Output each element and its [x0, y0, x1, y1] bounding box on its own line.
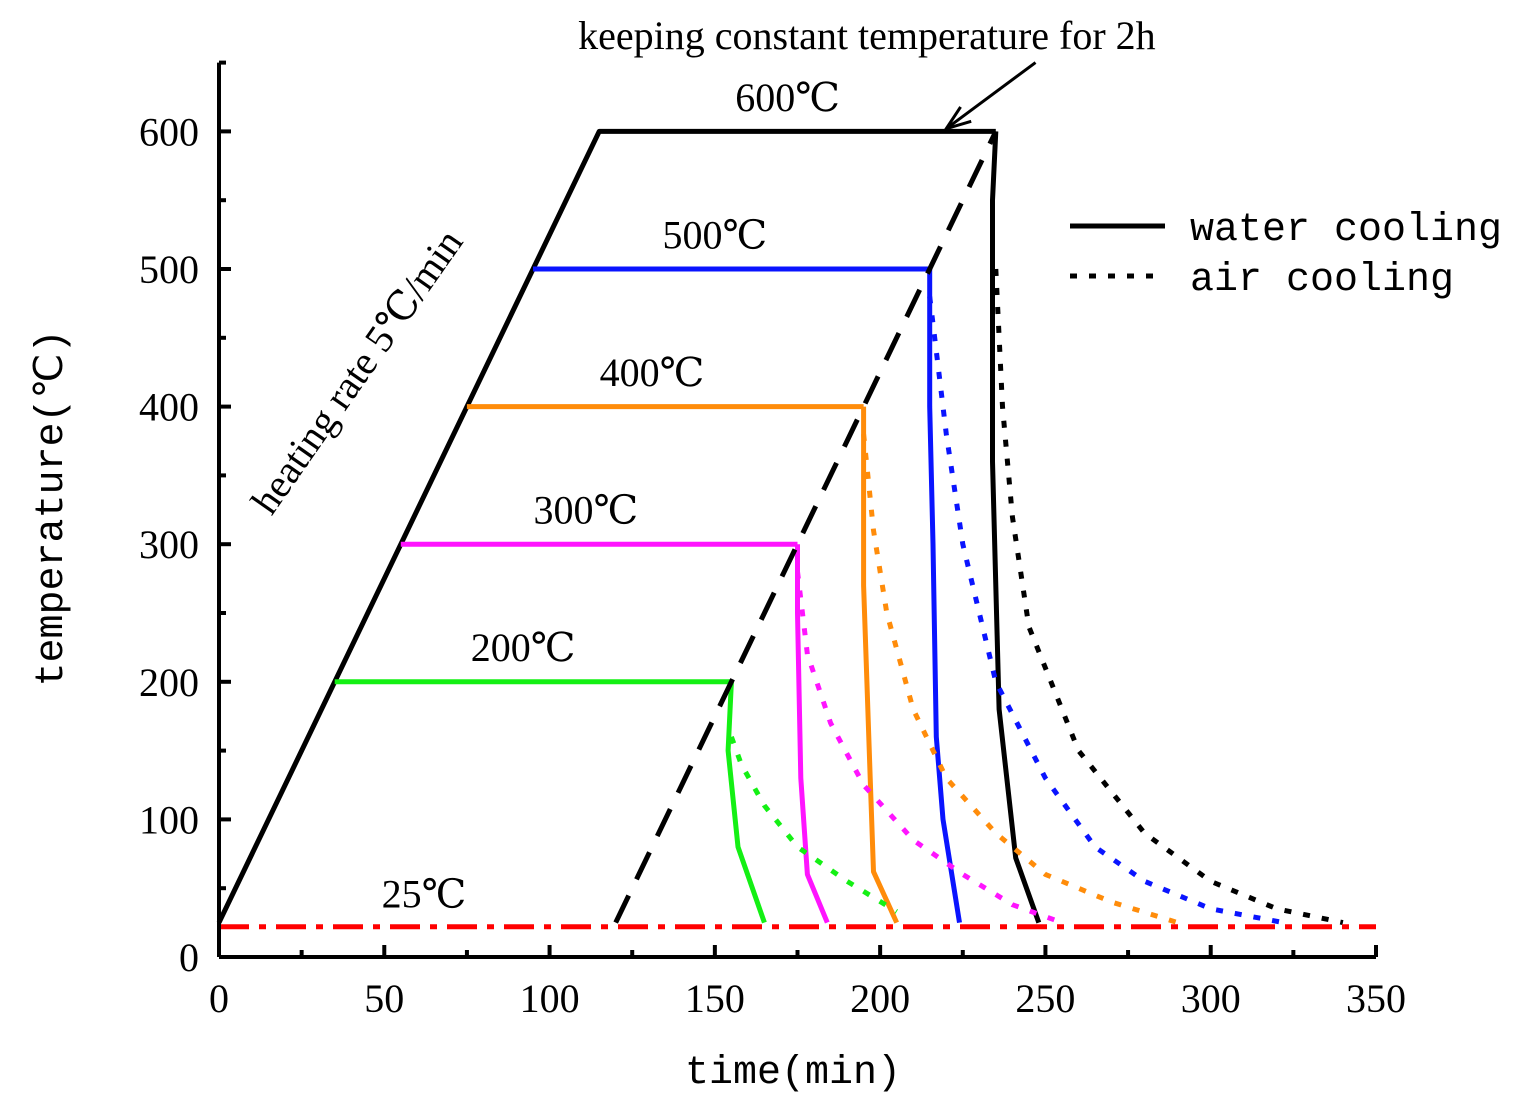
- annotation-label: heating rate 5℃/min: [242, 221, 471, 522]
- y-tick-label: 300: [139, 522, 199, 567]
- annotation-label: 400℃: [600, 350, 705, 395]
- y-tick-label: 600: [139, 109, 199, 154]
- y-tick-label: 100: [139, 797, 199, 842]
- axes-layer: 0 50 100 150 200 250 300 350 0 100 200 300 400 500 60…: [139, 60, 1406, 1021]
- series-layer: [216, 128, 1376, 930]
- y-tick-label: 0: [179, 935, 199, 980]
- annotation-label: 300℃: [534, 488, 639, 533]
- series-air-cooling-200-c: [729, 735, 899, 914]
- annotation-layer: keeping constant temperature for 2h 600℃ 5…: [242, 13, 1156, 917]
- annotation-arrow: [945, 61, 1037, 130]
- x-tick-label: 250: [1015, 976, 1075, 1021]
- annotation-arrow-head: [942, 106, 972, 132]
- series-envelope: [613, 130, 999, 924]
- series-air-cooling-500-c: [927, 296, 1284, 926]
- y-tick-label: 200: [139, 660, 199, 705]
- series-water-cooling-500-c: [927, 269, 962, 923]
- series-air-cooling-600-c: [993, 268, 1344, 926]
- series-air-cooling-300-c: [795, 571, 1063, 925]
- y-axis-label: temperature(℃): [30, 330, 75, 687]
- x-tick-label: 200: [850, 976, 910, 1021]
- x-ticks: 0 50 100 150 200 250 300 350: [209, 945, 1406, 1021]
- annotation-label: 500℃: [662, 212, 767, 257]
- legend-label: air cooling: [1190, 258, 1454, 303]
- x-tick-label: 50: [364, 976, 404, 1021]
- legend-label: water cooling: [1190, 208, 1502, 253]
- series-water-cooling-300-c: [795, 544, 830, 924]
- series-air-cooling-400-c: [861, 433, 1179, 925]
- x-tick-label: 350: [1346, 976, 1406, 1021]
- annotation-label: keeping constant temperature for 2h: [578, 13, 1156, 58]
- series-heating-600-c: [216, 128, 996, 924]
- annotation-label: 600℃: [735, 75, 840, 120]
- annotation-label: 25℃: [382, 871, 467, 916]
- chart-legend: water cooling air cooling: [1070, 208, 1502, 303]
- y-tick-label: 400: [139, 385, 199, 430]
- x-axis-label: time(min): [685, 1051, 901, 1096]
- x-tick-label: 100: [520, 976, 580, 1021]
- x-tick-label: 300: [1181, 976, 1241, 1021]
- series-water-cooling-400-c: [861, 406, 899, 924]
- series-water-cooling-200-c: [725, 681, 767, 924]
- annotation-label: 200℃: [471, 625, 576, 670]
- x-tick-label: 0: [209, 976, 229, 1021]
- y-tick-label: 500: [139, 247, 199, 292]
- y-ticks: 0 100 200 300 400 500 600: [139, 60, 231, 980]
- series-water-cooling-600-c: [990, 131, 1042, 924]
- x-tick-label: 150: [685, 976, 745, 1021]
